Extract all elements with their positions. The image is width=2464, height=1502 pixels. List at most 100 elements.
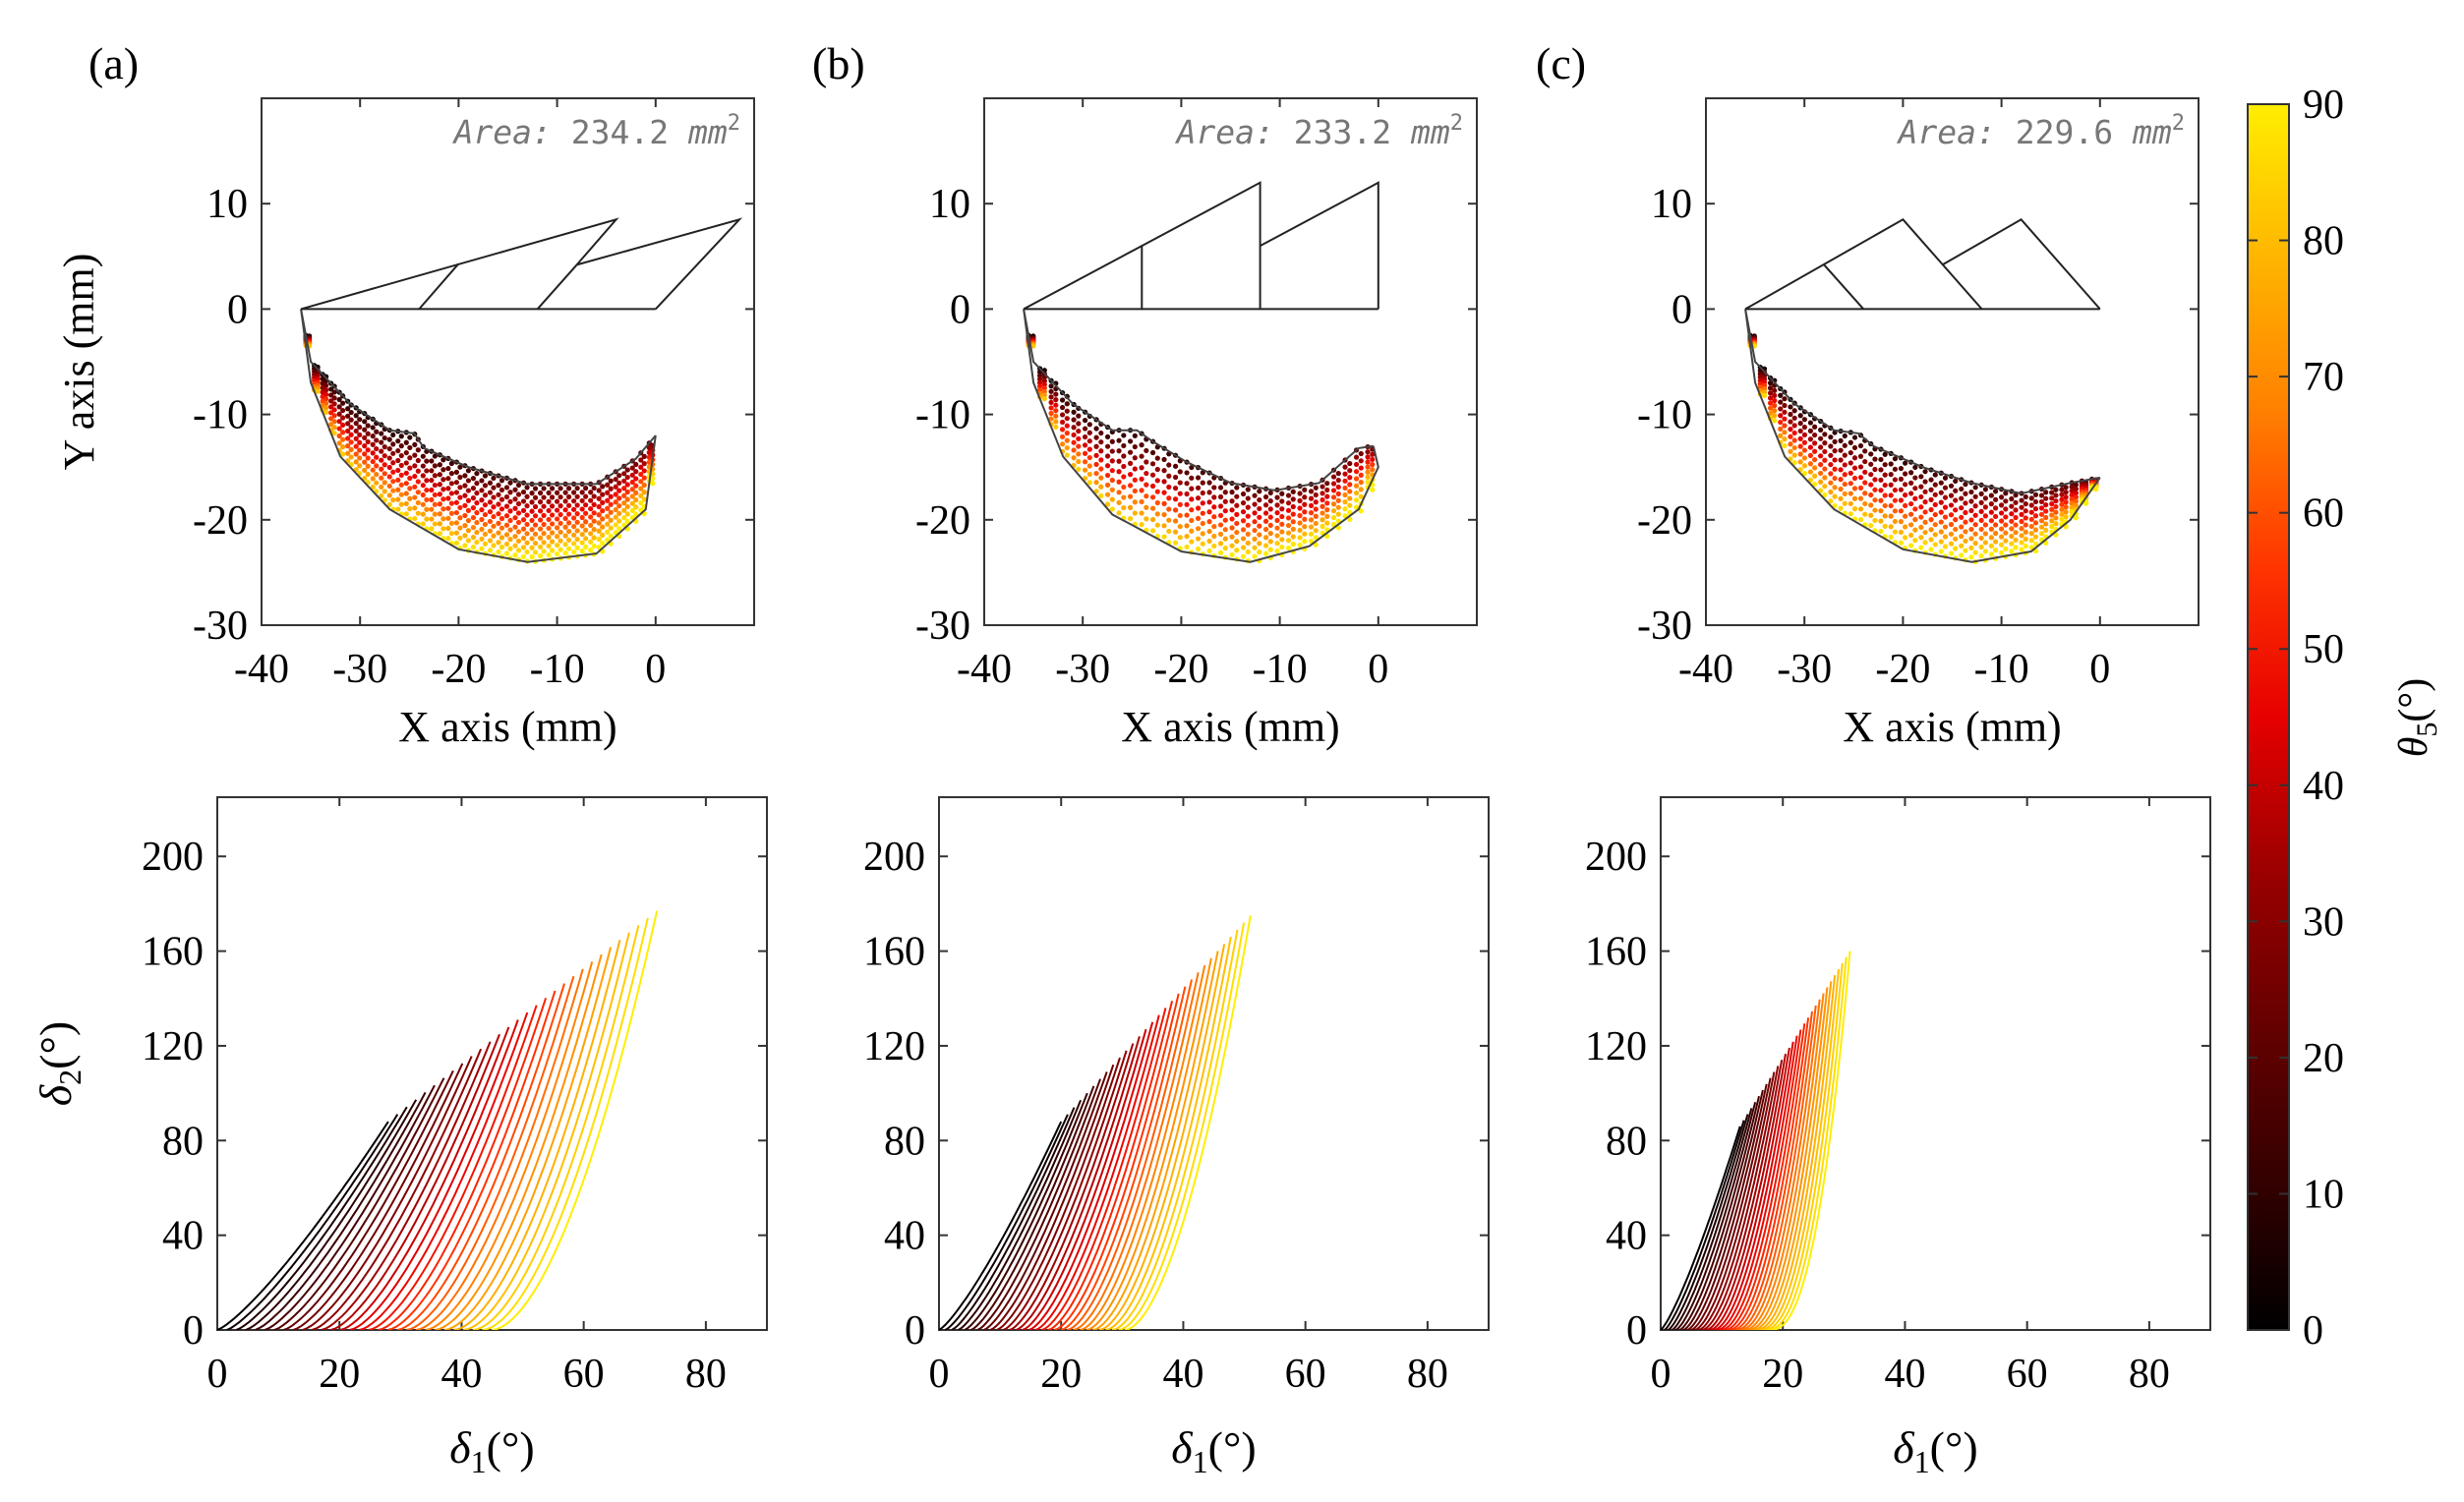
scatter-point: [1347, 475, 1353, 481]
scatter-point: [424, 496, 430, 503]
scatter-point: [1999, 494, 2005, 500]
scatter-point: [1127, 460, 1134, 467]
x-tick-label: 80: [1407, 1352, 1448, 1397]
y-tick-label: 40: [1606, 1214, 1647, 1259]
scatter-point: [616, 526, 622, 532]
scatter-point: [340, 400, 346, 406]
scatter-point: [1788, 433, 1793, 439]
scatter-point: [440, 496, 446, 502]
scatter-point: [1297, 512, 1303, 519]
scatter-point: [1154, 522, 1160, 528]
scatter-point: [2069, 508, 2075, 515]
scatter-point: [1109, 448, 1115, 454]
scatter-point: [1868, 451, 1874, 457]
scatter-point: [1257, 497, 1262, 503]
scatter-point: [362, 443, 368, 449]
series-line: [1002, 1050, 1128, 1330]
scatter-point: [2019, 497, 2024, 503]
scatter-point: [1053, 408, 1059, 414]
scatter-point: [1959, 534, 1965, 540]
scatter-point: [440, 477, 446, 483]
scatter-point: [386, 455, 392, 461]
scatter-point: [1195, 475, 1202, 481]
scatter-point: [1908, 543, 1914, 549]
scatter-point: [1358, 465, 1364, 471]
scatter-point: [512, 487, 518, 492]
scatter-point: [2032, 505, 2039, 512]
colorbar-label-unit: (°): [2391, 678, 2436, 722]
scatter-point: [1972, 485, 1978, 491]
scatter-point: [370, 458, 376, 465]
area-annotation: Area: 229.6 mm2: [1897, 111, 2185, 151]
scatter-point: [1335, 497, 1341, 503]
scatter-point: [1324, 513, 1330, 519]
scatter-point: [1290, 542, 1296, 548]
scatter-point: [381, 489, 387, 494]
scatter-point: [2038, 492, 2045, 498]
scatter-point: [583, 493, 589, 499]
scatter-point: [1968, 498, 1974, 504]
scatter-point: [340, 436, 346, 442]
scatter-point: [424, 516, 430, 522]
series-line: [1705, 1053, 1787, 1330]
scatter-point: [345, 421, 351, 427]
scatter-point: [515, 529, 522, 535]
scatter-point: [588, 497, 594, 503]
x-tick-label: -20: [1153, 647, 1208, 692]
scatter-point: [512, 524, 518, 530]
scatter-point: [524, 485, 530, 491]
scatter-point: [365, 471, 371, 478]
scatter-point: [415, 447, 421, 453]
scatter-point: [1918, 474, 1924, 480]
scatter-point: [482, 502, 489, 508]
scatter-point: [2073, 498, 2079, 504]
scatter-point: [1149, 528, 1156, 534]
scatter-point: [1807, 452, 1814, 459]
scatter-point: [1842, 472, 1848, 478]
scatter-point: [1857, 442, 1864, 449]
scatter-point: [1036, 376, 1043, 382]
scatter-point: [532, 503, 539, 510]
scatter-point: [1048, 399, 1054, 406]
scatter-point: [1992, 530, 1999, 537]
scatter-point: [1222, 546, 1228, 551]
y-tick-label: -20: [1637, 498, 1692, 544]
scatter-point: [496, 511, 501, 517]
colorbar-gradient: [2247, 103, 2290, 1331]
scatter-point: [348, 432, 354, 437]
series-line: [989, 1064, 1115, 1330]
scatter-point: [1076, 428, 1082, 434]
scatter-point: [1132, 488, 1138, 494]
scatter-point: [1982, 540, 1988, 546]
scatter-point: [588, 514, 594, 520]
y-tick-label: 80: [884, 1119, 925, 1164]
scatter-point: [437, 482, 442, 488]
scatter-point: [432, 521, 438, 527]
scatter-point: [1898, 487, 1904, 492]
scatter-point: [1330, 501, 1337, 507]
scatter-point: [537, 535, 544, 541]
scatter-point: [1139, 498, 1144, 505]
scatter-point: [1053, 391, 1059, 397]
scatter-point: [2028, 495, 2034, 501]
scatter-point: [616, 503, 622, 509]
scatter-point: [470, 476, 477, 482]
scatter-point: [1948, 483, 1955, 489]
x-tick-label: 0: [1651, 1352, 1672, 1397]
scatter-point: [1093, 443, 1099, 449]
series-line: [463, 932, 630, 1330]
scatter-point: [1353, 483, 1360, 489]
scatter-point: [1206, 509, 1212, 515]
scatter-point: [1342, 506, 1348, 512]
scatter-point: [1868, 461, 1874, 467]
scatter-point: [629, 500, 635, 506]
series-line: [245, 1099, 418, 1330]
scatter-point: [432, 482, 438, 489]
scatter-point: [386, 445, 392, 452]
scatter-point: [2032, 541, 2039, 547]
scatter-point: [374, 445, 380, 452]
scatter-point: [357, 432, 363, 437]
x-axis-label-unit: (°): [1930, 1422, 1978, 1473]
scatter-point: [583, 527, 589, 533]
scatter-point: [1978, 544, 1984, 550]
